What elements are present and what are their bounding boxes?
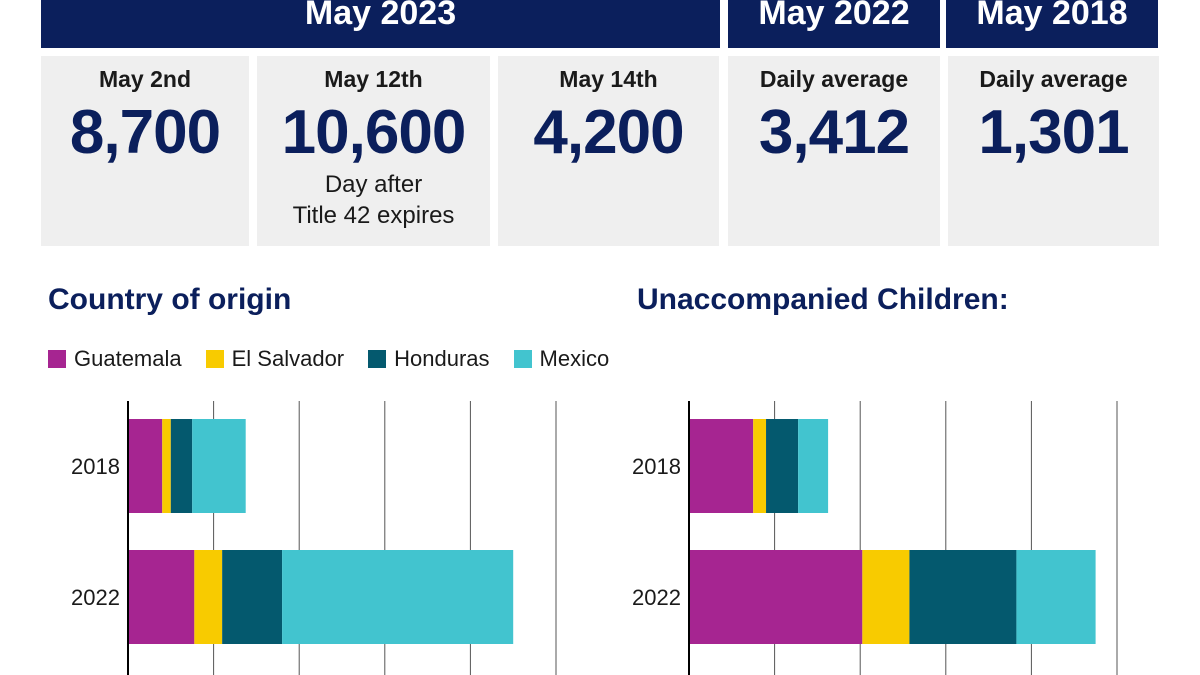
bar-2022-guatemala <box>689 550 863 644</box>
stat-card-may-14th: May 14th 4,200 <box>498 56 719 246</box>
header-may-2018: May 2018 <box>946 0 1158 48</box>
legend-label: Mexico <box>539 346 610 371</box>
bar-2018-el-salvador <box>162 419 171 513</box>
card-label: Daily average <box>979 66 1128 92</box>
card-value: 4,200 <box>533 98 684 167</box>
bar-2022-mexico <box>1016 550 1096 644</box>
bar-2022-guatemala <box>128 550 195 644</box>
category-label-2022: 2022 <box>632 585 681 610</box>
country-of-origin-chart: 2018 2022 <box>71 401 557 675</box>
card-label: May 14th <box>559 66 658 92</box>
bar-2018-guatemala <box>128 419 163 513</box>
card-note-line-2: Title 42 expires <box>292 202 455 230</box>
bar-2018-honduras <box>766 419 799 513</box>
header-may-2023: May 2023 <box>41 0 720 48</box>
bar-2018-guatemala <box>689 419 754 513</box>
legend-label: Honduras <box>394 346 490 371</box>
legend-item-guatemala: Guatemala <box>48 346 182 372</box>
stat-card-may-2nd: May 2nd 8,700 <box>41 56 249 246</box>
category-label-2018: 2018 <box>71 454 120 479</box>
card-value: 1,301 <box>978 98 1129 167</box>
stat-card-2022-average: Daily average 3,412 <box>728 56 940 246</box>
legend-swatch-honduras <box>368 350 387 368</box>
bar-2022-mexico <box>282 550 514 644</box>
card-label: May 2nd <box>98 66 192 92</box>
bar-2022-el-salvador <box>862 550 910 644</box>
stat-card-may-12th: May 12th 10,600 Day after Title 42 expir… <box>257 56 490 246</box>
header-may-2022: May 2022 <box>728 0 940 48</box>
unaccompanied-children-chart: 2018 2022 <box>632 401 1118 675</box>
chart-title-country-of-origin: Country of origin <box>48 283 292 316</box>
bar-2018-mexico <box>798 419 829 513</box>
card-label: Daily average <box>759 66 909 92</box>
legend-item-honduras: Honduras <box>368 346 490 372</box>
card-note-line-1: Day after <box>324 171 423 199</box>
chart-legend: Guatemala El Salvador Honduras Mexico <box>48 346 633 372</box>
legend-label: Guatemala <box>74 346 182 371</box>
legend-swatch-mexico <box>513 350 532 368</box>
card-value: 8,700 <box>69 98 221 167</box>
legend-swatch-el-salvador <box>205 350 224 368</box>
stat-card-2018-average: Daily average 1,301 <box>948 56 1159 246</box>
card-label: May 12th <box>324 66 423 92</box>
bar-2022-honduras <box>222 550 283 644</box>
card-value: 10,600 <box>281 98 467 167</box>
legend-item-mexico: Mexico <box>513 346 610 372</box>
bar-2022-honduras <box>909 550 1017 644</box>
category-label-2018: 2018 <box>632 454 681 479</box>
chart-title-unaccompanied-children: Unaccompanied Children: <box>637 283 1009 316</box>
legend-label: El Salvador <box>231 346 345 371</box>
bar-2018-honduras <box>170 419 193 513</box>
bar-2018-el-salvador <box>753 419 767 513</box>
legend-item-el-salvador: El Salvador <box>205 346 345 372</box>
bar-2018-mexico <box>192 419 246 513</box>
card-value: 3,412 <box>758 98 910 167</box>
category-label-2022: 2022 <box>71 585 120 610</box>
legend-swatch-guatemala <box>48 350 66 368</box>
bar-2022-el-salvador <box>194 550 223 644</box>
